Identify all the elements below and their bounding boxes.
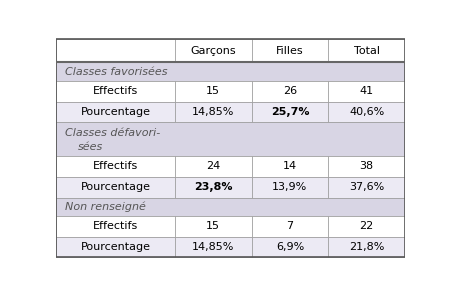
Text: Pourcentage: Pourcentage [81, 182, 151, 192]
Text: 37,6%: 37,6% [349, 182, 384, 192]
Text: 21,8%: 21,8% [349, 242, 384, 252]
Text: 7: 7 [286, 221, 293, 231]
Text: 38: 38 [360, 161, 374, 171]
Bar [56, 216, 175, 237]
Bar [328, 39, 405, 62]
Bar [175, 177, 252, 197]
Text: 14: 14 [283, 161, 297, 171]
Bar [328, 177, 405, 197]
Bar [56, 81, 175, 102]
Bar [175, 156, 252, 177]
Bar [56, 177, 175, 197]
Bar [252, 156, 328, 177]
Bar [328, 156, 405, 177]
Text: sées: sées [78, 142, 104, 152]
Text: 23,8%: 23,8% [194, 182, 233, 192]
Bar [56, 62, 405, 81]
Bar [252, 39, 328, 62]
Text: 24: 24 [206, 161, 220, 171]
Bar [252, 102, 328, 122]
Bar [175, 237, 252, 257]
Bar [328, 237, 405, 257]
Text: Total: Total [354, 45, 380, 55]
Bar [56, 39, 175, 62]
Bar [56, 102, 175, 122]
Text: 14,85%: 14,85% [192, 107, 234, 117]
Bar [328, 81, 405, 102]
Bar [328, 216, 405, 237]
Text: 15: 15 [206, 221, 220, 231]
Text: Classes défavori-: Classes défavori- [65, 127, 160, 137]
Bar [175, 81, 252, 102]
Bar [175, 216, 252, 237]
Bar [252, 216, 328, 237]
Text: 41: 41 [360, 86, 374, 96]
Bar [56, 197, 405, 216]
Text: Filles: Filles [276, 45, 304, 55]
Bar [56, 156, 175, 177]
Text: 40,6%: 40,6% [349, 107, 384, 117]
Text: Pourcentage: Pourcentage [81, 242, 151, 252]
Text: 26: 26 [283, 86, 297, 96]
Text: 25,7%: 25,7% [270, 107, 309, 117]
Text: 13,9%: 13,9% [272, 182, 307, 192]
Text: Pourcentage: Pourcentage [81, 107, 151, 117]
Text: Non renseigné: Non renseigné [65, 202, 146, 212]
Text: Effectifs: Effectifs [93, 221, 138, 231]
Text: Classes favorisées: Classes favorisées [65, 67, 167, 77]
Text: 6,9%: 6,9% [276, 242, 304, 252]
Text: Garçons: Garçons [190, 45, 236, 55]
Bar [252, 177, 328, 197]
Bar [175, 102, 252, 122]
Bar [56, 237, 175, 257]
Text: Effectifs: Effectifs [93, 86, 138, 96]
Bar [252, 237, 328, 257]
Bar [252, 81, 328, 102]
Text: Effectifs: Effectifs [93, 161, 138, 171]
Text: 14,85%: 14,85% [192, 242, 234, 252]
Bar [175, 39, 252, 62]
Text: 15: 15 [206, 86, 220, 96]
Text: 22: 22 [360, 221, 374, 231]
Bar [56, 122, 405, 156]
Bar [328, 102, 405, 122]
